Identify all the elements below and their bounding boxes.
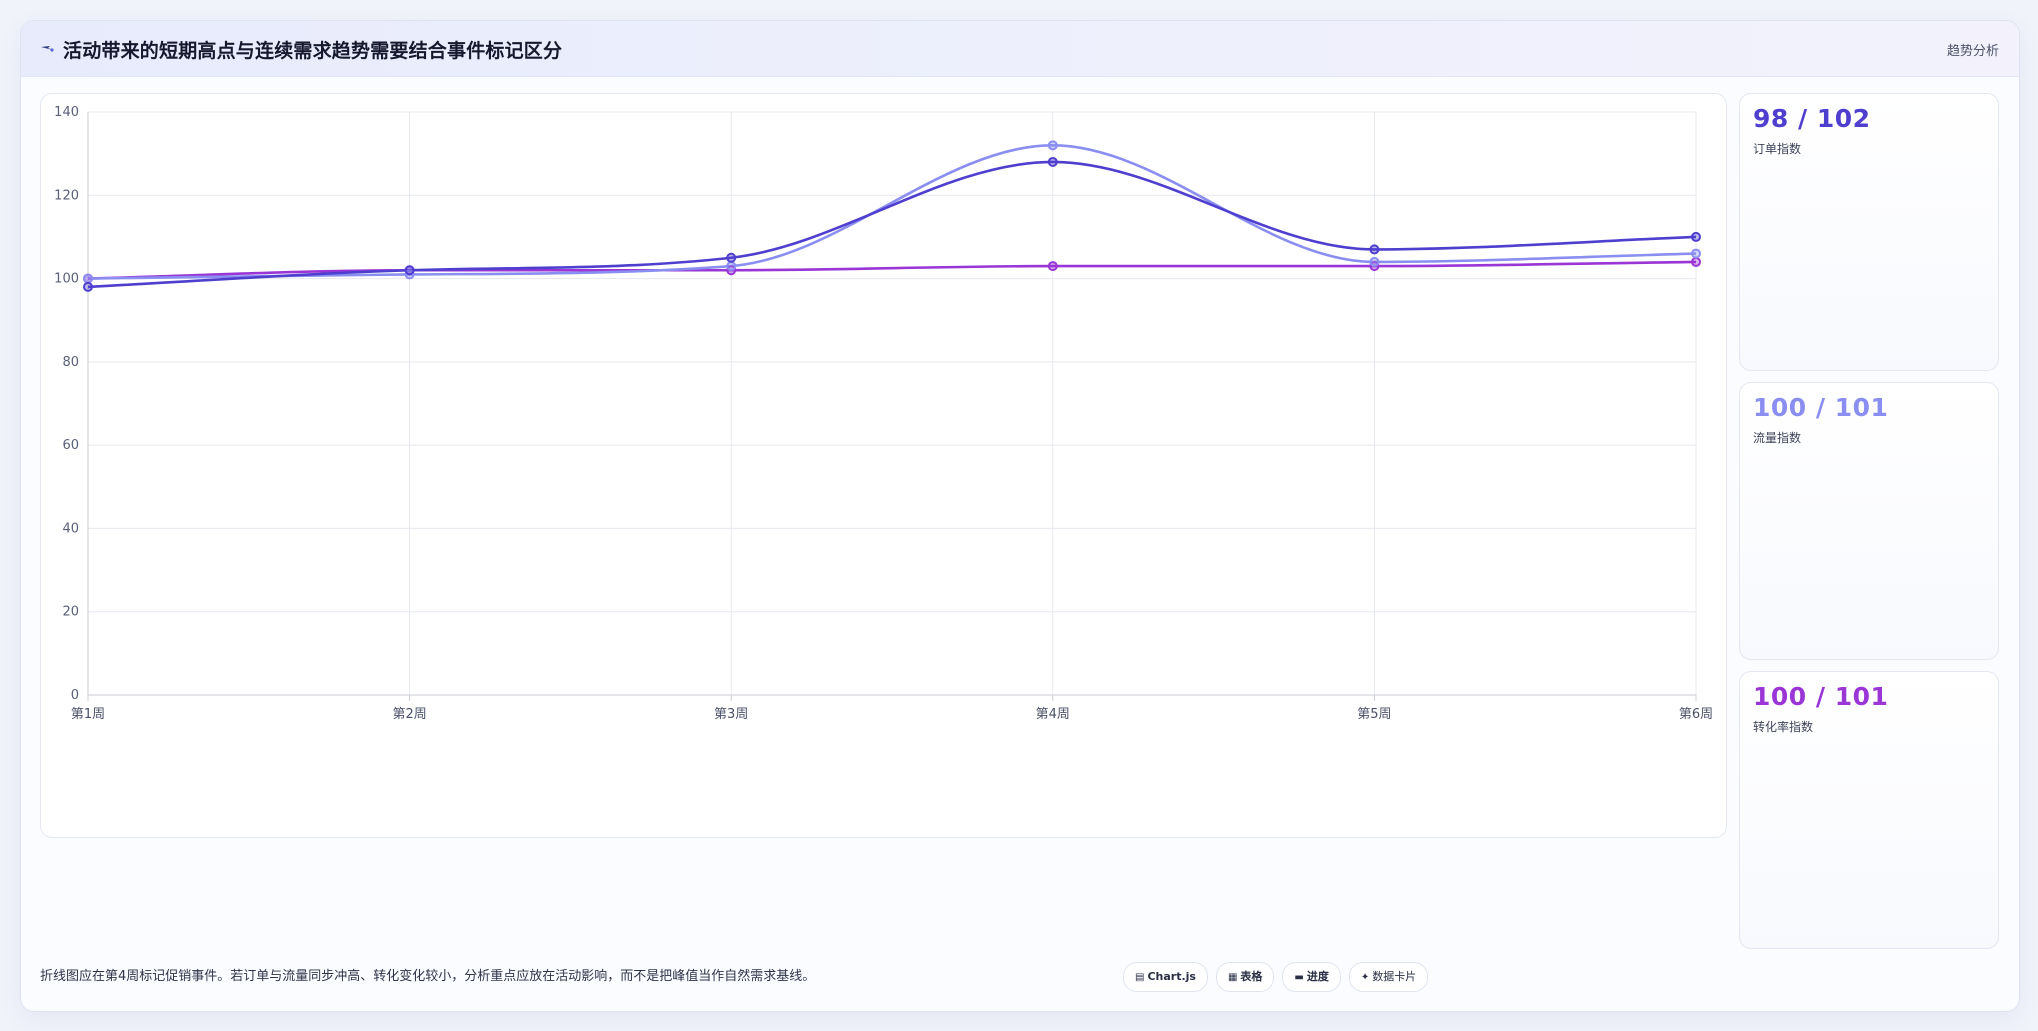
card-header: 活动带来的短期高点与连续需求趋势需要结合事件标记区分 趋势分析 (21, 21, 2019, 77)
y-tick-label: 0 (71, 688, 79, 703)
series-line (87, 144, 1697, 280)
footer-note: 折线图应在第4周标记促销事件。若订单与流量同步冲高、转化变化较小，分析重点应放在… (40, 969, 816, 984)
stat-label: 转化率指数 (1753, 720, 1814, 734)
chip-chartjs[interactable]: ▤ Chart.js (1123, 962, 1208, 992)
x-tick-label: 第5周 (1357, 707, 1391, 722)
data-point (1047, 156, 1058, 167)
x-tick-label: 第1周 (71, 707, 105, 722)
y-tick-label: 140 (54, 105, 79, 120)
stat-value: 98 / 102 (1753, 104, 1871, 133)
feature-chips: ▤ Chart.js ▦ 表格 ▬ 进度 ✦ 数据卡片 (1123, 962, 1429, 992)
chip-datacard[interactable]: ✦ 数据卡片 (1348, 962, 1429, 992)
data-point (1047, 261, 1058, 272)
y-tick-label: 60 (62, 438, 79, 453)
stat-value: 100 / 101 (1753, 393, 1889, 422)
data-point (1369, 256, 1380, 267)
progress-icon: ▬ (1294, 972, 1304, 983)
chip-progress[interactable]: ▬ 进度 (1282, 962, 1341, 992)
x-tick-label: 第2周 (392, 707, 426, 722)
stat-value: 100 / 101 (1753, 682, 1889, 711)
y-tick-label: 100 (54, 272, 79, 287)
y-tick-label: 20 (62, 605, 79, 620)
x-tick-label: 第6周 (1679, 707, 1713, 722)
data-point (726, 261, 737, 272)
stat-label: 订单指数 (1753, 142, 1802, 156)
chip-table[interactable]: ▦ 表格 (1215, 962, 1275, 992)
y-tick-label: 40 (62, 521, 79, 536)
y-tick-label: 80 (62, 355, 79, 370)
data-point (1691, 256, 1701, 267)
stat-card-traffic: 100 / 101 流量指数 (1739, 382, 1999, 660)
data-point (1047, 140, 1058, 151)
data-point (1369, 244, 1380, 255)
data-point (1691, 231, 1701, 242)
data-point (404, 265, 415, 276)
x-tick-label: 第3周 (714, 707, 748, 722)
line-chart: 020406080100120140第1周第2周第3周第4周第5周第6周订单指数… (54, 105, 1713, 722)
data-point (1691, 248, 1701, 259)
chip-label: 进度 (1306, 970, 1329, 983)
chip-label: Chart.js (1147, 970, 1196, 983)
card-icon: ✦ (1360, 972, 1370, 983)
data-point (726, 252, 737, 263)
chip-label: 表格 (1240, 970, 1263, 983)
table-icon: ▦ (1227, 972, 1238, 983)
dashboard-card: 活动带来的短期高点与连续需求趋势需要结合事件标记区分 趋势分析 0 20 40 60 8… (20, 20, 2020, 1012)
page-title: 活动带来的短期高点与连续需求趋势需要结合事件标记区分 (63, 40, 563, 62)
stat-label: 流量指数 (1753, 431, 1802, 445)
x-tick-label: 第4周 (1036, 707, 1070, 722)
comet-icon (41, 46, 54, 52)
stat-card-conversion: 100 / 101 转化率指数 (1739, 671, 1999, 949)
stat-card-order: 98 / 102 订单指数 (1739, 93, 1999, 371)
chip-label: 数据卡片 (1372, 970, 1417, 983)
data-point (83, 273, 93, 284)
series-line (87, 160, 1697, 289)
chart-icon: ▤ (1135, 972, 1145, 983)
y-tick-label: 120 (54, 188, 79, 203)
category-tag[interactable]: 趋势分析 (1946, 44, 1999, 59)
chart-panel: 020406080100120140第1周第2周第3周第4周第5周第6周订单指数… (40, 93, 1727, 838)
data-point (83, 281, 93, 292)
